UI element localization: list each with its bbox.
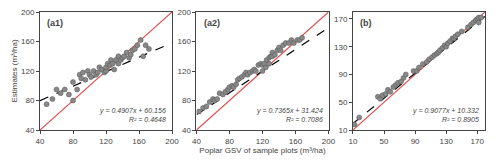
svg-text:y = 0.9077x + 10.332R² = 0.890: y = 0.9077x + 10.332R² = 0.8905: [412, 107, 479, 123]
svg-text:y = 0.7365x + 31.424R² = 0.708: y = 0.7365x + 31.424R² = 0.7086: [256, 107, 323, 123]
svg-text:40: 40: [25, 126, 34, 135]
svg-text:120: 120: [21, 67, 35, 76]
svg-text:120: 120: [178, 67, 192, 76]
svg-text:40: 40: [182, 126, 191, 135]
svg-text:10: 10: [349, 137, 358, 146]
svg-text:40: 40: [192, 137, 201, 146]
svg-text:130: 130: [439, 137, 453, 146]
svg-text:90: 90: [411, 137, 420, 146]
svg-text:(a1): (a1): [47, 18, 63, 28]
svg-text:160: 160: [178, 37, 192, 46]
svg-text:130: 130: [334, 43, 348, 52]
svg-text:50: 50: [380, 137, 389, 146]
svg-text:80: 80: [25, 96, 34, 105]
svg-text:200: 200: [178, 8, 192, 17]
svg-text:Estimates (m³/ha): Estimates (m³/ha): [10, 39, 19, 102]
svg-text:80: 80: [69, 137, 78, 146]
svg-text:90: 90: [338, 70, 347, 79]
svg-text:(b): (b): [360, 18, 372, 28]
svg-text:200: 200: [165, 137, 179, 146]
svg-text:120: 120: [256, 137, 270, 146]
svg-text:200: 200: [21, 8, 35, 17]
svg-text:170: 170: [471, 137, 485, 146]
svg-text:160: 160: [289, 137, 303, 146]
svg-text:120: 120: [99, 137, 113, 146]
svg-text:40: 40: [36, 137, 45, 146]
svg-text:80: 80: [225, 137, 234, 146]
svg-text:160: 160: [132, 137, 146, 146]
svg-text:200: 200: [322, 137, 336, 146]
svg-text:10: 10: [338, 126, 347, 135]
svg-text:160: 160: [21, 37, 35, 46]
svg-text:y = 0.4907x + 60.156R² = 0.464: y = 0.4907x + 60.156R² = 0.4648: [99, 107, 166, 123]
svg-text:170: 170: [334, 15, 348, 24]
svg-text:Poplar GSV of sample plots (m³: Poplar GSV of sample plots (m³/ha): [199, 146, 326, 155]
svg-text:(a2): (a2): [204, 18, 220, 28]
svg-text:80: 80: [182, 96, 191, 105]
svg-text:50: 50: [338, 98, 347, 107]
